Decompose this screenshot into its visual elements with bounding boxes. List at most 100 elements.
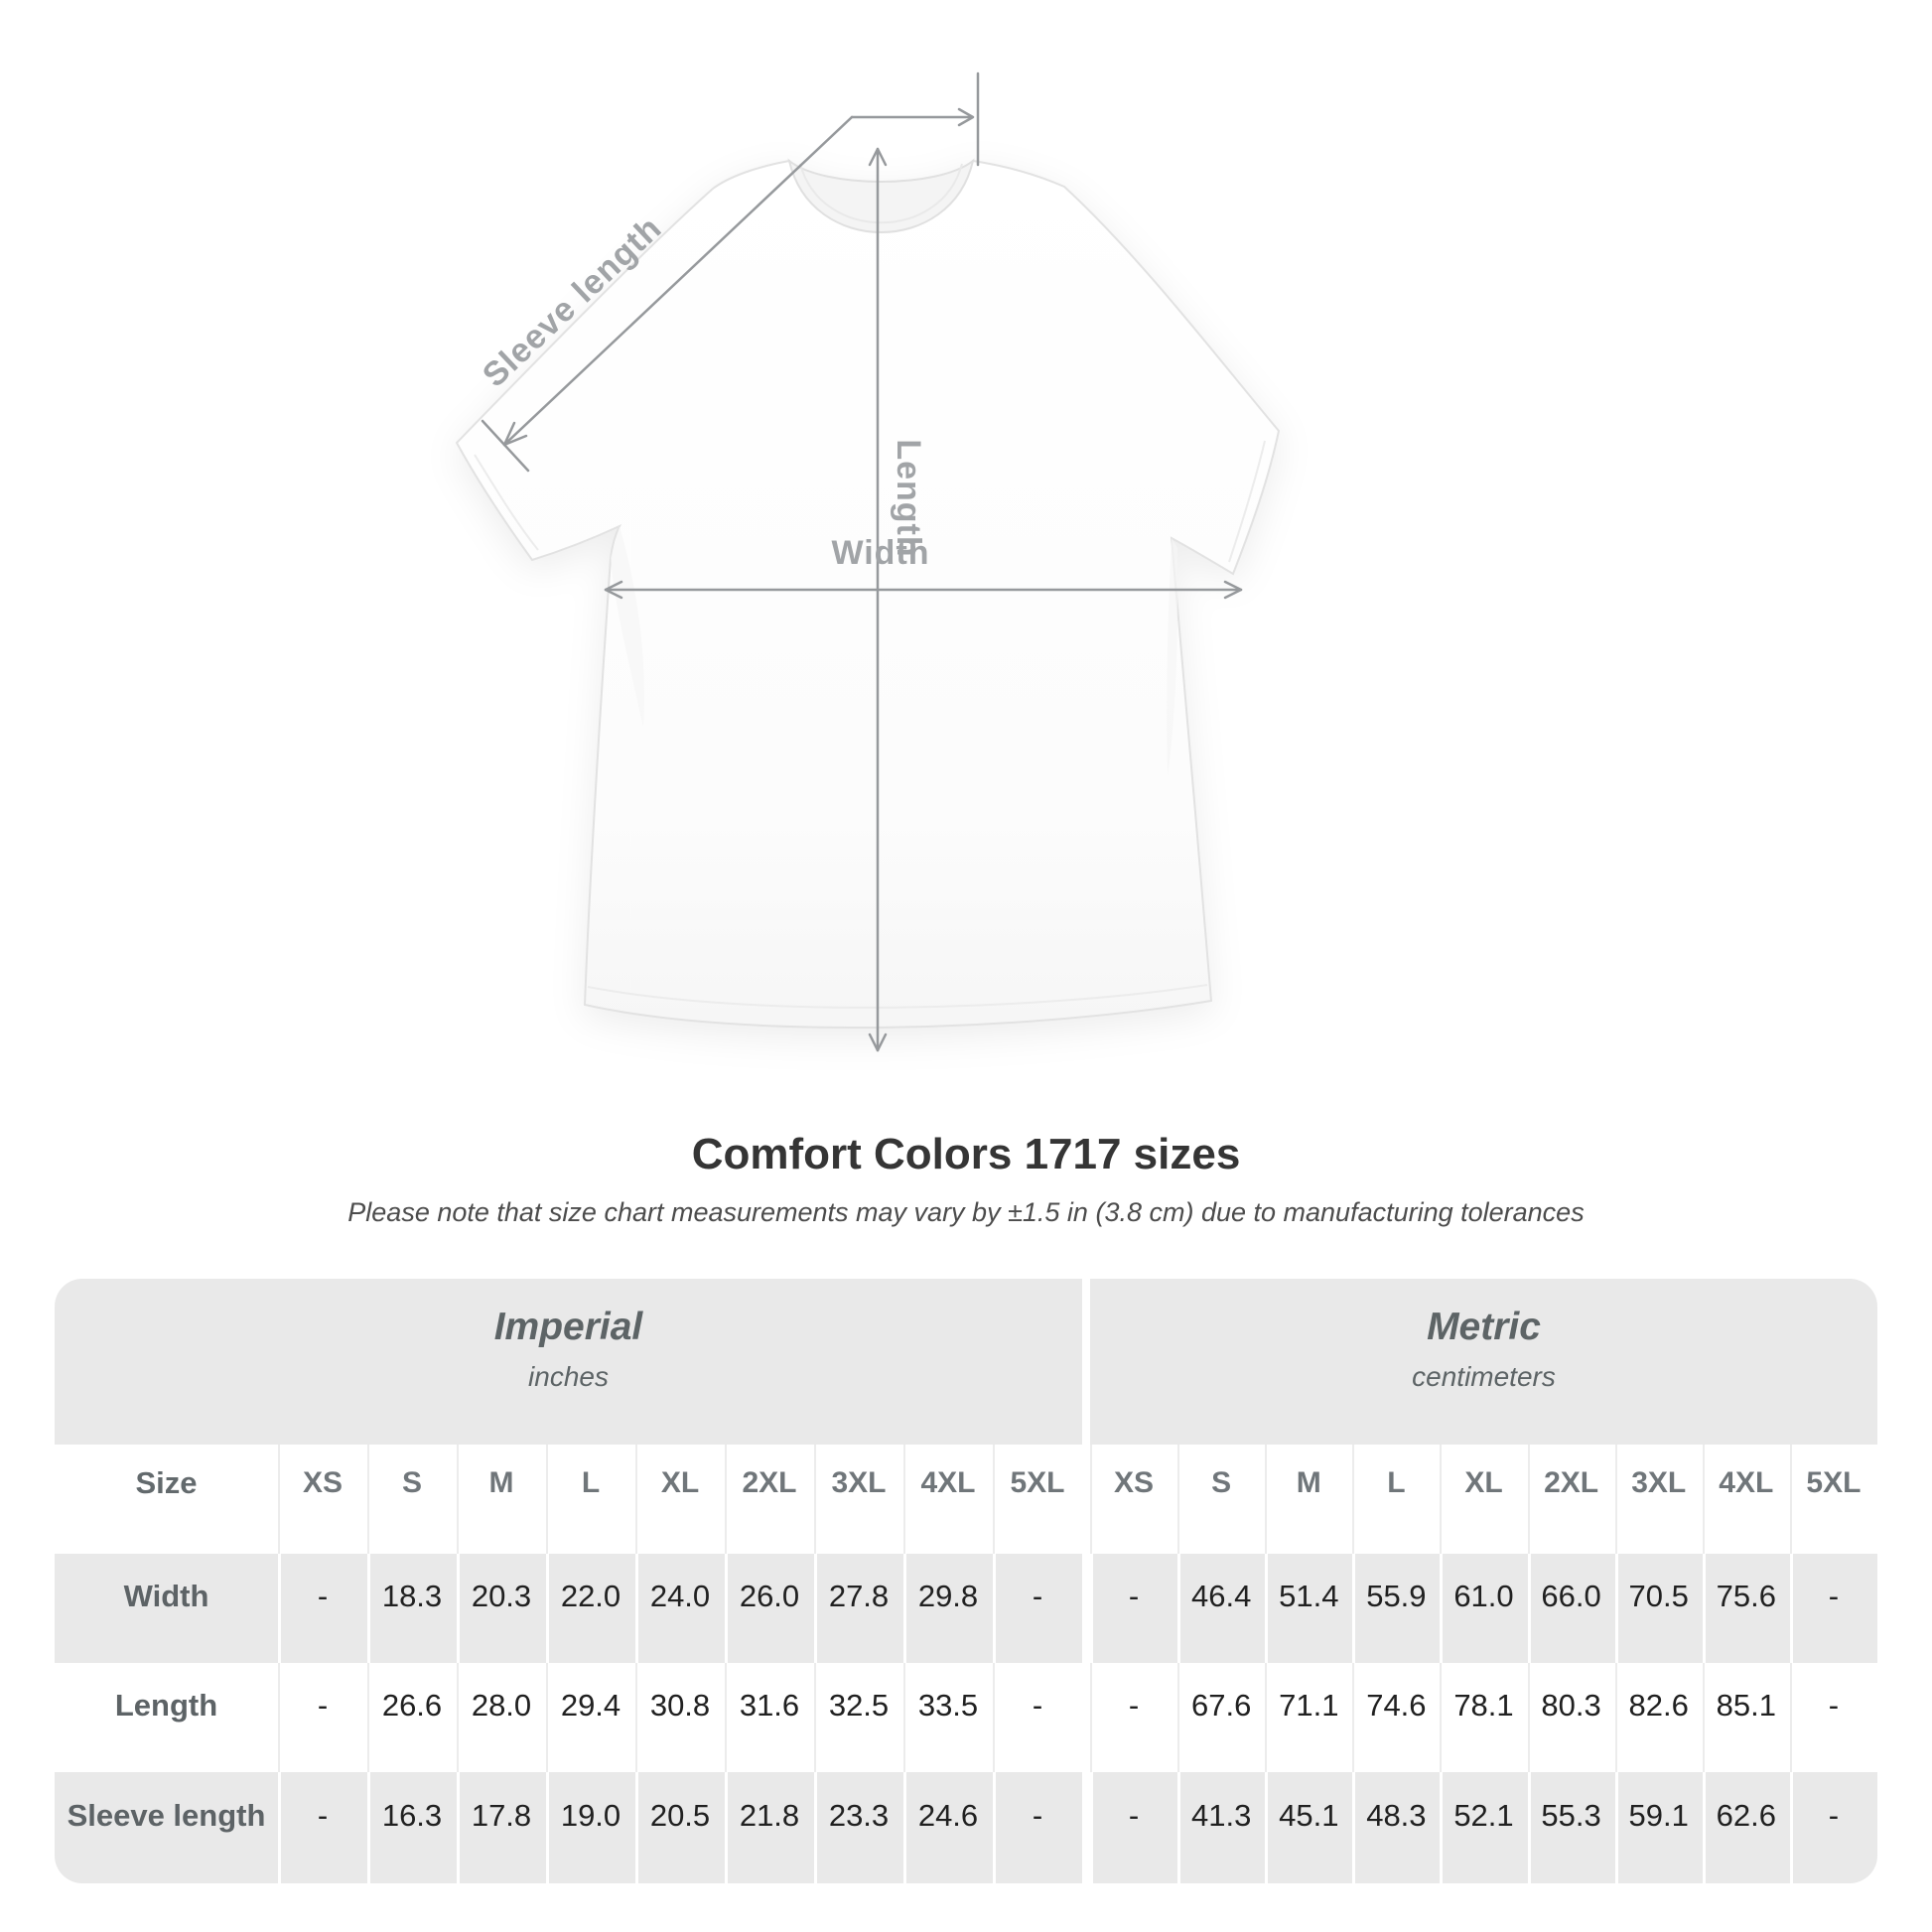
size-header-imperial-xl: XL [635,1445,725,1554]
size-header-metric-s: S [1177,1445,1266,1554]
table-cell: 20.5 [635,1772,725,1883]
table-cell: 26.6 [367,1663,457,1772]
group-gutter [1082,1279,1090,1445]
table-cell: 55.9 [1352,1554,1441,1663]
table-cell: 17.8 [457,1772,546,1883]
table-cell: 52.1 [1440,1772,1528,1883]
size-header-metric-4xl: 4XL [1702,1445,1790,1554]
table-cell: 55.3 [1527,1772,1615,1883]
size-header-imperial-l: L [546,1445,635,1554]
table-cell: - [1090,1663,1178,1772]
size-header-metric-5xl: 5XL [1789,1445,1877,1554]
group-gutter [1082,1772,1090,1883]
table-cell: 28.0 [457,1663,546,1772]
table-cell: - [1789,1772,1877,1883]
table-cell: - [278,1772,367,1883]
width-label: Width [831,534,929,572]
tshirt-outline [455,158,1281,1030]
table-cell: 29.8 [903,1554,993,1663]
table-cell: - [1090,1554,1178,1663]
table-cell: 33.5 [903,1663,993,1772]
table-cell: 27.8 [814,1554,903,1663]
size-header-imperial-xs: XS [278,1445,367,1554]
table-cell: - [1090,1772,1178,1883]
table-cell: 19.0 [546,1772,635,1883]
table-cell: 70.5 [1614,1554,1703,1663]
table-cell: 80.3 [1527,1663,1615,1772]
table-cell: 75.6 [1702,1554,1790,1663]
size-header-imperial-s: S [367,1445,457,1554]
size-header-metric-l: L [1352,1445,1441,1554]
size-header-metric-2xl: 2XL [1527,1445,1615,1554]
metric-title: Metric [1427,1306,1541,1348]
size-header-imperial-4xl: 4XL [903,1445,993,1554]
table-cell: 41.3 [1177,1772,1266,1883]
size-header-metric-xl: XL [1440,1445,1528,1554]
tshirt-measurement-diagram: Sleeve length Length Width [328,62,1330,1104]
group-gutter [1082,1663,1090,1772]
width-arrow [604,580,1243,600]
table-cell: 24.0 [635,1554,725,1663]
sleeve-length-arrow [481,71,980,473]
table-cell: 82.6 [1614,1663,1703,1772]
row-label-width: Width [55,1554,278,1663]
length-arrow [868,147,888,1052]
collar [787,158,975,233]
length-label: Length [890,439,927,557]
size-header-imperial-3xl: 3XL [814,1445,903,1554]
table-cell: 59.1 [1614,1772,1703,1883]
table-cell: 74.6 [1352,1663,1441,1772]
table-cell: - [278,1663,367,1772]
table-cell: 51.4 [1265,1554,1353,1663]
table-cell: 62.6 [1702,1772,1790,1883]
row-label-length: Length [55,1663,278,1772]
size-column-header: Size [55,1445,278,1554]
size-header-metric-xs: XS [1090,1445,1178,1554]
table-cell: 66.0 [1527,1554,1615,1663]
tshirt-image: Sleeve length Length Width [455,71,1281,1052]
table-cell: 30.8 [635,1663,725,1772]
table-cell: 71.1 [1265,1663,1353,1772]
table-cell: - [993,1663,1082,1772]
table-cell: 46.4 [1177,1554,1266,1663]
imperial-unit: inches [528,1360,609,1392]
table-cell: - [1789,1663,1877,1772]
table-cell: 78.1 [1440,1663,1528,1772]
table-cell: 31.6 [725,1663,814,1772]
table-cell: 32.5 [814,1663,903,1772]
group-gutter [1082,1554,1090,1663]
table-cell: 61.0 [1440,1554,1528,1663]
size-header-metric-m: M [1265,1445,1353,1554]
table-cell: - [993,1772,1082,1883]
table-cell: 45.1 [1265,1772,1353,1883]
metric-group-header: Metric centimeters [1090,1279,1877,1445]
table-cell: 26.0 [725,1554,814,1663]
size-table: Imperial inches Metric centimeters Size … [55,1279,1877,1883]
size-header-imperial-m: M [457,1445,546,1554]
size-header-imperial-5xl: 5XL [993,1445,1082,1554]
imperial-group-header: Imperial inches [55,1279,1082,1445]
table-cell: 48.3 [1352,1772,1441,1883]
table-cell: 22.0 [546,1554,635,1663]
table-cell: 29.4 [546,1663,635,1772]
table-cell: 18.3 [367,1554,457,1663]
table-cell: 21.8 [725,1772,814,1883]
table-cell: 67.6 [1177,1663,1266,1772]
table-cell: 16.3 [367,1772,457,1883]
table-cell: - [278,1554,367,1663]
table-cell: - [993,1554,1082,1663]
row-label-sleeve-length: Sleeve length [55,1772,278,1883]
table-cell: 20.3 [457,1554,546,1663]
table-cell: 23.3 [814,1772,903,1883]
group-gutter [1082,1445,1090,1554]
size-header-imperial-2xl: 2XL [725,1445,814,1554]
page-title: Comfort Colors 1717 sizes [691,1130,1241,1178]
table-cell: - [1789,1554,1877,1663]
table-cell: 85.1 [1702,1663,1790,1772]
size-header-metric-3xl: 3XL [1614,1445,1703,1554]
tolerance-note: Please note that size chart measurements… [347,1197,1585,1227]
table-cell: 24.6 [903,1772,993,1883]
imperial-title: Imperial [493,1306,643,1348]
metric-unit: centimeters [1412,1360,1556,1392]
